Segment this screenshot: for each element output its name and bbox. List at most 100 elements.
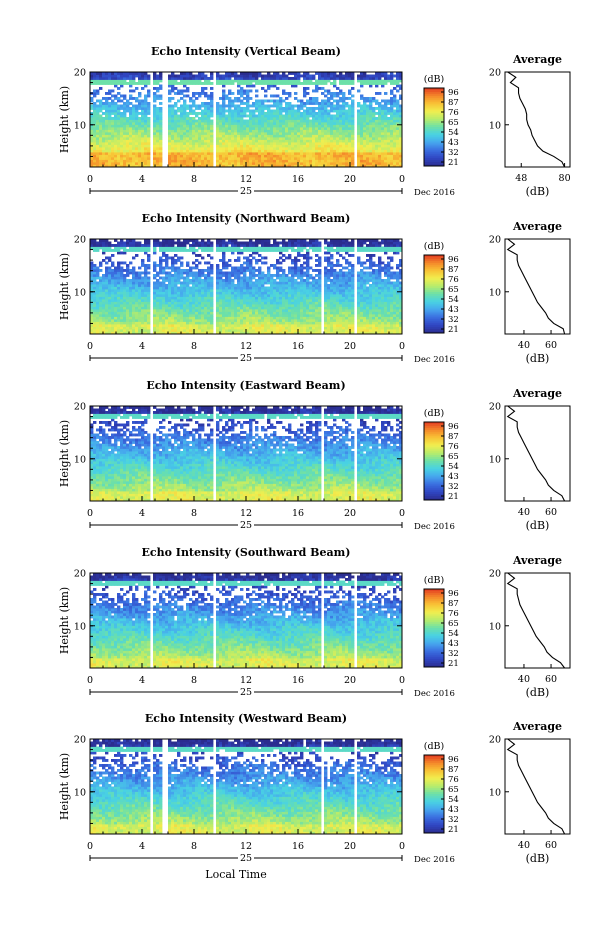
heatmap-cell [153, 139, 157, 143]
heatmap-cell [225, 152, 229, 155]
heatmap-cell [282, 99, 286, 103]
heatmap-cell [324, 102, 328, 105]
heatmap-cell [198, 306, 202, 310]
heatmap-cell [186, 326, 190, 330]
heatmap-cell [273, 142, 277, 145]
heatmap-cell [231, 329, 235, 332]
heatmap-cell [282, 132, 286, 135]
heatmap-cell [222, 92, 226, 95]
heatmap-cell [165, 266, 169, 270]
heatmap-cell [216, 162, 220, 165]
heatmap-cell [159, 291, 163, 295]
heatmap-cell [171, 119, 175, 123]
heatmap-cell [198, 162, 202, 165]
heatmap-cell [99, 314, 103, 317]
heatmap-cell [318, 127, 322, 130]
heatmap-cell [186, 129, 190, 133]
heatmap-cell [294, 74, 298, 78]
heatmap-cell [183, 99, 187, 103]
heatmap-cell [372, 74, 376, 78]
heatmap-cell [342, 109, 346, 113]
heatmap-cell [231, 154, 235, 158]
heatmap-cell [381, 132, 385, 135]
heatmap-cell [351, 162, 355, 165]
heatmap-cell [357, 89, 361, 93]
heatmap-cell [366, 144, 370, 148]
heatmap-cell [303, 92, 307, 95]
heatmap-cell [384, 127, 388, 130]
heatmap-cell [186, 147, 190, 150]
heatmap-cell [216, 291, 220, 295]
heatmap-cell [201, 304, 205, 307]
heatmap-cell [264, 122, 268, 125]
heatmap-cell [180, 152, 184, 155]
heatmap-cell [279, 149, 283, 153]
heatmap-cell [348, 89, 352, 93]
heatmap-cell [159, 152, 163, 155]
heatmap-cell [222, 306, 226, 310]
heatmap-cell [333, 104, 337, 108]
heatmap-cell [297, 112, 301, 115]
heatmap-cell [291, 134, 295, 138]
heatmap-cell [297, 159, 301, 163]
heatmap-cell [258, 162, 262, 165]
heatmap-cell [90, 134, 94, 138]
heatmap-cell [144, 129, 148, 133]
heatmap-cell [177, 239, 181, 242]
heatmap-cell [333, 92, 337, 95]
heatmap-cell [210, 306, 214, 310]
heatmap-cell [315, 137, 319, 140]
heatmap-cell [102, 284, 106, 287]
heatmap-cell [267, 134, 271, 138]
heatmap-cell [369, 137, 373, 140]
heatmap-cell [333, 139, 337, 143]
heatmap-cell [228, 72, 232, 75]
heatmap-cell [294, 164, 298, 168]
heatmap-cell [138, 326, 142, 330]
heatmap-cell [114, 144, 118, 148]
heatmap-cell [273, 72, 277, 75]
heatmap-cell [117, 144, 121, 148]
heatmap-cell [255, 94, 259, 98]
heatmap-cell [210, 119, 214, 123]
heatmap-cell [138, 309, 142, 312]
heatmap-cell [153, 269, 157, 272]
heatmap-cell [240, 139, 244, 143]
heatmap-cell [270, 77, 274, 80]
heatmap-cell [315, 147, 319, 150]
heatmap-cell [162, 324, 166, 327]
heatmap-cell [177, 286, 181, 290]
heatmap-cell [315, 89, 319, 93]
heatmap-cell [243, 72, 247, 75]
heatmap-cell [234, 269, 238, 272]
heatmap-cell [117, 246, 121, 250]
heatmap-cell [180, 132, 184, 135]
heatmap-cell [192, 251, 196, 255]
heatmap-cell [165, 279, 169, 282]
heatmap-cell [225, 276, 229, 280]
heatmap-cell [144, 132, 148, 135]
heatmap-cell [192, 274, 196, 277]
heatmap-cell [225, 142, 229, 145]
heatmap-cell [231, 306, 235, 310]
heatmap-cell [333, 162, 337, 165]
heatmap-cell [216, 286, 220, 290]
heatmap-cell [216, 159, 220, 163]
heatmap-cell [387, 127, 391, 130]
heatmap-cell [171, 284, 175, 287]
heatmap-cell [99, 74, 103, 78]
heatmap-cell [189, 311, 193, 315]
heatmap-cell [261, 74, 265, 78]
heatmap-cell [303, 79, 307, 83]
heatmap-cell [108, 132, 112, 135]
heatmap-cell [177, 311, 181, 315]
heatmap-cell [222, 99, 226, 103]
heatmap-cell [144, 299, 148, 302]
heatmap-cell [162, 254, 166, 257]
heatmap-cell [123, 82, 127, 85]
heatmap-cell [390, 74, 394, 78]
heatmap-cell [147, 157, 151, 160]
heatmap-cell [153, 127, 157, 130]
heatmap-cell [141, 294, 145, 297]
heatmap-cell [378, 119, 382, 123]
